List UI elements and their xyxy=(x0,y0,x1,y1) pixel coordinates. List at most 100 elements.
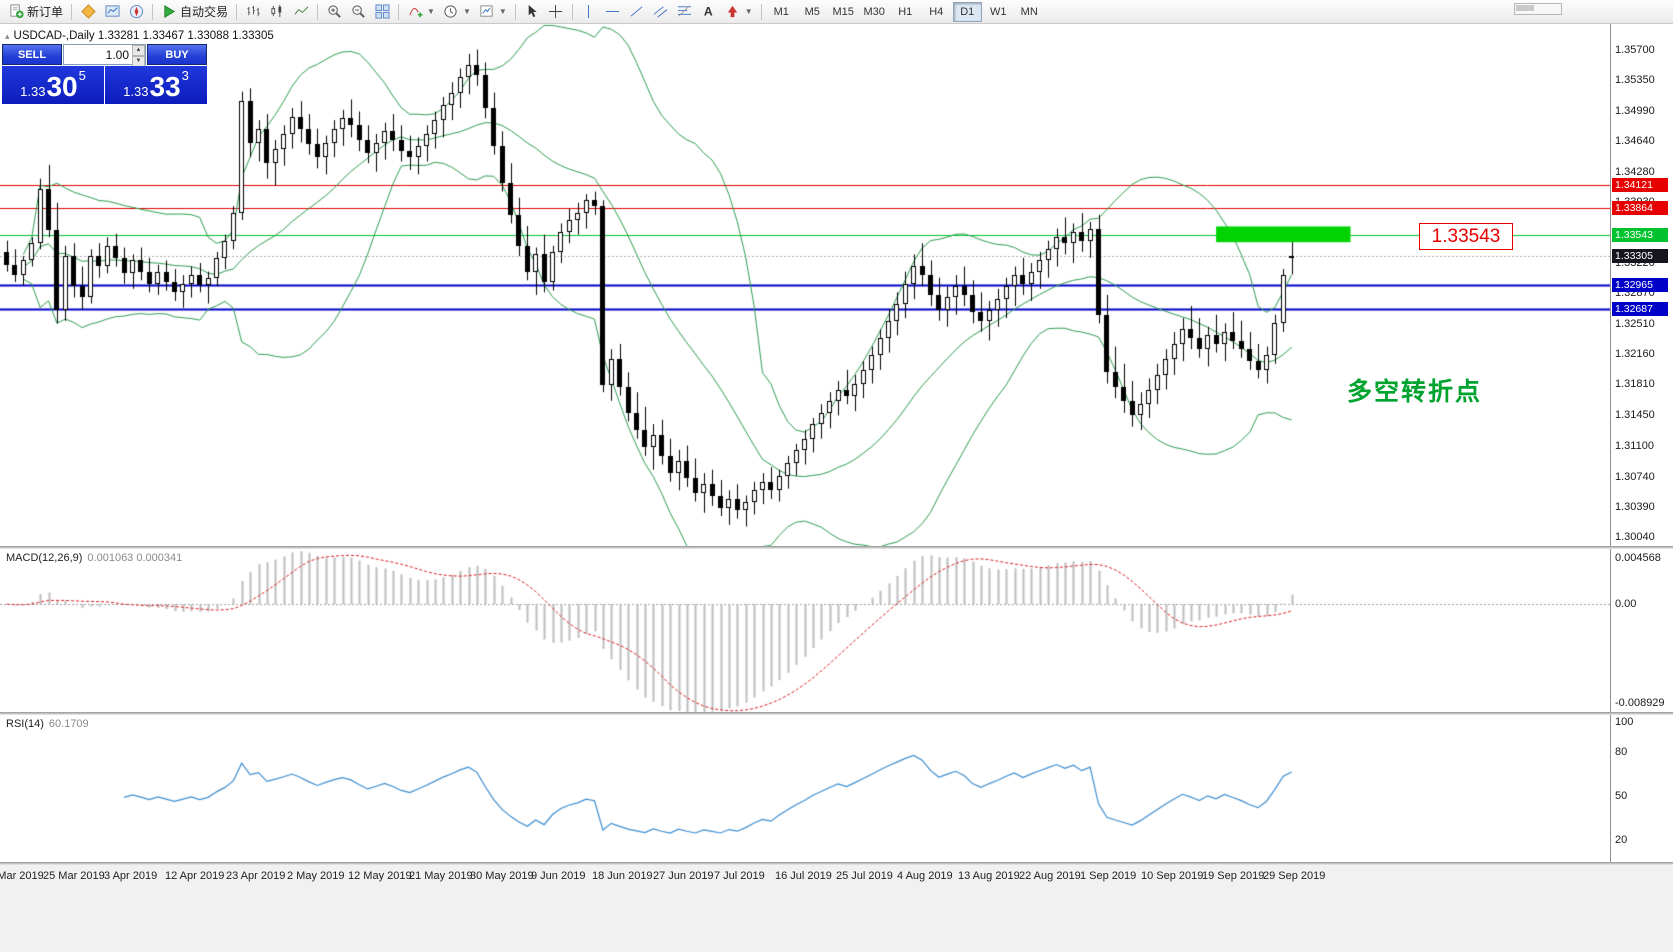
date-label: 3 Apr 2019 xyxy=(104,870,158,882)
price-line-tag: 1.33864 xyxy=(1612,200,1668,215)
date-label: 12 Apr 2019 xyxy=(165,870,225,882)
new-order-button[interactable]: 新订单 xyxy=(4,1,67,23)
price-line-tag: 1.33305 xyxy=(1612,248,1668,263)
date-label: 27 Jun 2019 xyxy=(653,870,714,882)
rsi-canvas[interactable] xyxy=(0,715,1610,862)
timeframe-d1[interactable]: D1 xyxy=(952,1,982,22)
timeframe-mn[interactable]: MN xyxy=(1020,5,1038,18)
price-tick: 1.32160 xyxy=(1615,348,1655,361)
price-tick: 1.34990 xyxy=(1615,104,1655,117)
ask-price[interactable]: 1.33 33 3 xyxy=(105,66,207,104)
templates-menu-button[interactable]: ▼ xyxy=(475,1,511,23)
toolbar-separator xyxy=(571,3,573,20)
toolbar-scrollbar-thumb[interactable] xyxy=(1516,5,1534,11)
timeframe-m30[interactable]: M30 xyxy=(863,5,885,18)
crosshair-tool-button[interactable] xyxy=(544,1,568,23)
price-line-tag: 1.32965 xyxy=(1612,278,1668,292)
line-chart-mode-button[interactable] xyxy=(289,1,313,23)
timeframe-h4[interactable]: H4 xyxy=(929,5,944,18)
arrow-icon xyxy=(725,4,741,20)
ask-pipette: 3 xyxy=(181,68,189,83)
tline-icon xyxy=(629,4,645,20)
vertical-line-tool-button[interactable] xyxy=(577,1,601,23)
date-label: 18 Jun 2019 xyxy=(592,870,653,882)
toolbar-separator xyxy=(152,3,154,20)
bid-price[interactable]: 1.33 30 5 xyxy=(2,66,104,104)
ask-prefix: 1.33 xyxy=(123,84,149,99)
price-tick: 100 xyxy=(1615,716,1634,729)
bar-chart-mode-button[interactable] xyxy=(241,1,265,23)
timeframe-h1[interactable]: H1 xyxy=(898,5,913,18)
price-line-tag: 1.34121 xyxy=(1612,178,1668,193)
zoom-out-button[interactable] xyxy=(346,1,370,23)
collapse-chart-icon[interactable]: ▴ xyxy=(5,30,10,41)
indicators-icon xyxy=(407,4,423,20)
cursor-tool-button[interactable] xyxy=(520,1,544,23)
panel-splitter[interactable] xyxy=(0,712,1673,715)
sell-button[interactable]: SELL xyxy=(2,44,62,65)
text-icon: A xyxy=(701,4,717,20)
date-label: 23 Apr 2019 xyxy=(226,870,286,882)
order-controls-row: SELL 1.00 ▲ ▼ BUY xyxy=(2,44,207,67)
volume-field[interactable]: 1.00 ▲ ▼ xyxy=(63,44,146,67)
toolbar-separator xyxy=(71,3,73,20)
price-annotation-box[interactable]: 1.33543 xyxy=(1419,223,1513,250)
svg-text:A: A xyxy=(704,5,713,19)
date-label: 25 Mar 2019 xyxy=(43,870,105,882)
macd-canvas[interactable] xyxy=(0,549,1610,712)
price-tick: -0.008929 xyxy=(1615,697,1665,709)
tile-icon xyxy=(374,4,390,20)
price-tick: 1.32510 xyxy=(1615,318,1655,331)
timeframe-m1[interactable]: M1 xyxy=(773,5,789,18)
buy-button[interactable]: BUY xyxy=(147,44,207,65)
volume-value[interactable]: 1.00 xyxy=(105,48,129,62)
date-label: 2 May 2019 xyxy=(287,870,345,882)
timeframe-m15[interactable]: M15 xyxy=(832,5,854,18)
trendline-tool-button[interactable] xyxy=(625,1,649,23)
panel-splitter[interactable] xyxy=(0,546,1673,549)
market-watch-icon xyxy=(104,4,120,20)
volume-up-button[interactable]: ▲ xyxy=(132,45,145,56)
price-chart-canvas[interactable] xyxy=(0,24,1610,546)
line-icon xyxy=(293,4,309,20)
candlestick-mode-button[interactable] xyxy=(265,1,289,23)
clock-icon xyxy=(443,4,459,20)
toolbar-separator xyxy=(317,3,319,20)
autotrading-label: 自动交易 xyxy=(180,5,229,19)
toolbar: 新订单 自动交易 ▼ ▼ ▼ A ▼ M1 M5 M15 M30 H1 H4 D1 W1 MN xyxy=(0,0,1673,24)
autotrading-button[interactable]: 自动交易 xyxy=(157,1,232,23)
channel-tool-button[interactable] xyxy=(649,1,673,23)
text-tool-button[interactable]: A xyxy=(697,1,721,23)
timeframe-m5[interactable]: M5 xyxy=(804,5,820,18)
panel-splitter[interactable] xyxy=(0,862,1673,865)
arrows-tool-button[interactable]: ▼ xyxy=(721,1,757,23)
timeframe-w1[interactable]: W1 xyxy=(989,5,1007,18)
tile-windows-button[interactable] xyxy=(370,1,394,23)
metaeditor-button[interactable] xyxy=(76,1,100,23)
volume-stepper[interactable]: ▲ ▼ xyxy=(132,45,145,67)
date-label: 1 Sep 2019 xyxy=(1080,870,1137,882)
toolbar-separator xyxy=(514,3,516,20)
market-watch-button[interactable] xyxy=(100,1,124,23)
note-annotation[interactable]: 多空转折点 xyxy=(1347,378,1483,406)
indicators-menu-button[interactable]: ▼ xyxy=(403,1,439,23)
rsi-label: RSI(14) 60.1709 xyxy=(6,718,89,730)
toolbar-scrollbar[interactable] xyxy=(1514,3,1562,15)
new-order-label: 新订单 xyxy=(27,5,64,19)
toolbar-separator xyxy=(398,3,400,20)
rsi-value: 60.1709 xyxy=(48,718,89,730)
periods-menu-button[interactable]: ▼ xyxy=(439,1,475,23)
chevron-down-icon: ▼ xyxy=(744,7,753,16)
fibonacci-tool-button[interactable] xyxy=(673,1,697,23)
date-label: 13 Aug 2019 xyxy=(958,870,1020,882)
bars-icon xyxy=(245,4,261,20)
date-label: 4 Aug 2019 xyxy=(897,870,953,882)
navigator-button[interactable] xyxy=(124,1,148,23)
date-label: 12 May 2019 xyxy=(348,870,412,882)
chart-window: 1.35700 1.35350 1.34990 1.34640 1.34280 1.33 9… xyxy=(0,24,1673,952)
price-tick: 1.35700 xyxy=(1615,43,1655,56)
horizontal-line-tool-button[interactable] xyxy=(601,1,625,23)
zoom-in-button[interactable] xyxy=(322,1,346,23)
